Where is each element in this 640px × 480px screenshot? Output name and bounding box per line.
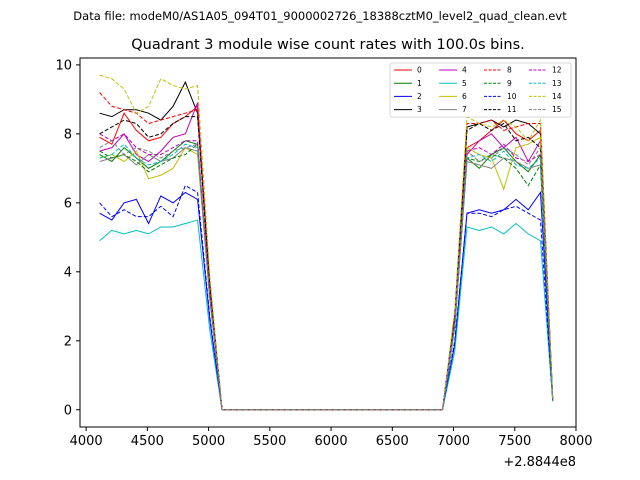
legend-label-14: 14 — [552, 92, 562, 101]
legend-label-8: 8 — [507, 66, 512, 75]
legend-frame — [389, 62, 572, 118]
y-tick-label: 0 — [64, 403, 72, 418]
legend-label-6: 6 — [462, 92, 467, 101]
series-line-10 — [99, 184, 554, 411]
x-tick-label: 8000 — [559, 434, 592, 449]
y-tick-label: 10 — [55, 58, 72, 73]
y-tick-label: 4 — [64, 265, 72, 280]
x-tick-label: 6500 — [376, 434, 409, 449]
legend-label-5: 5 — [462, 79, 467, 88]
legend-label-12: 12 — [552, 66, 562, 75]
series-line-1 — [99, 140, 554, 411]
legend-label-13: 13 — [552, 79, 562, 88]
series-line-14 — [99, 74, 554, 411]
x-tick-label: 5000 — [192, 434, 225, 449]
y-tick-label: 6 — [64, 196, 72, 211]
plot-frame — [79, 57, 577, 428]
x-tick-label: 5500 — [253, 434, 286, 449]
y-tick-label: 8 — [64, 127, 72, 142]
series-line-12 — [99, 133, 554, 411]
x-axis-offset-label: +2.8844e8 — [503, 455, 576, 470]
series-line-0 — [99, 105, 554, 411]
legend-label-2: 2 — [417, 92, 422, 101]
series-line-7 — [99, 147, 554, 411]
legend-label-7: 7 — [462, 105, 467, 114]
series-line-6 — [99, 136, 554, 411]
series-line-4 — [99, 102, 554, 411]
legend-label-3: 3 — [417, 105, 422, 114]
x-tick-label: 7500 — [498, 434, 531, 449]
x-tick-label: 4500 — [131, 434, 164, 449]
legend-label-15: 15 — [552, 105, 562, 114]
legend-label-1: 1 — [417, 79, 422, 88]
series-line-5 — [99, 219, 554, 411]
legend-label-0: 0 — [417, 66, 422, 75]
y-tick-label: 2 — [64, 334, 72, 349]
series-line-9 — [99, 143, 554, 411]
series-line-2 — [99, 191, 554, 411]
legend-label-11: 11 — [507, 105, 517, 114]
x-tick-label: 6000 — [315, 434, 348, 449]
legend-label-10: 10 — [507, 92, 517, 101]
x-axis: 4000 4500 5000 5500 6000 6500 7000 7500 8000 — [70, 427, 593, 449]
y-axis: 0 2 4 6 8 10 — [55, 58, 80, 418]
x-tick-label: 4000 — [70, 434, 103, 449]
legend-label-4: 4 — [462, 66, 467, 75]
x-tick-label: 7000 — [437, 434, 470, 449]
series-line-13 — [99, 143, 554, 411]
legend-label-9: 9 — [507, 79, 512, 88]
plot-area — [79, 57, 577, 428]
series-line-15 — [99, 140, 554, 411]
series-line-8 — [99, 92, 554, 411]
series-lines — [99, 74, 554, 411]
data-file-label: Data file: modeM0/AS1A05_094T01_90000027… — [73, 9, 567, 23]
chart-title: Quadrant 3 module wise count rates with … — [131, 37, 525, 53]
series-line-3 — [99, 80, 554, 411]
